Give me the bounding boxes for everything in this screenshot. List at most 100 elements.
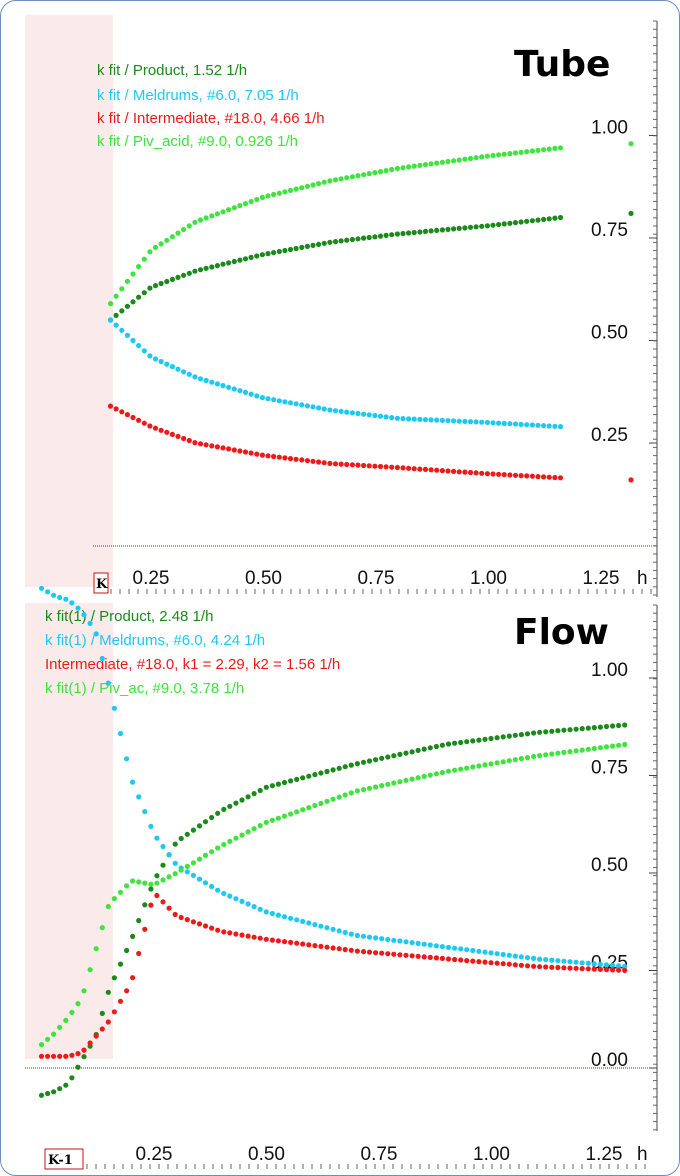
tube-series-3-point [119, 409, 125, 415]
flow-series-1-point [476, 737, 482, 743]
svg-text:K: K [96, 577, 108, 592]
flow-y-tick-label: 0.50 [591, 855, 628, 876]
flow-series-2-point [245, 901, 251, 907]
tube-series-4-point [557, 145, 564, 151]
flow-series-3-point [537, 964, 543, 970]
tube-series-4-point [287, 187, 294, 193]
flow-series-2-point [63, 596, 69, 602]
tube-series-1-point [445, 226, 451, 232]
tube-series-1-point [479, 223, 485, 229]
tube-series-3-point [164, 429, 170, 435]
tube-series-1-point [496, 221, 502, 228]
tube-series-3-point [147, 423, 153, 429]
tube-series-2-point [338, 408, 344, 414]
flow-series-3-point [178, 914, 184, 921]
flow-series-3-point [336, 946, 342, 952]
flow-series-2-point [573, 959, 579, 965]
tube-series-1-point [417, 229, 423, 235]
flow-series-4-point [209, 849, 215, 855]
flow-series-4-point [470, 764, 476, 770]
tube-series-4-point [181, 226, 187, 233]
flow-series-2-point [524, 955, 531, 961]
tube-series-2-point [124, 332, 130, 338]
tube-legend-meldrums: k fit / Meldrums, #6.0, 7.05 1/h [97, 87, 299, 104]
flow-series-3-point [421, 954, 427, 960]
tube-series-4-point [197, 217, 204, 223]
tube-series-3-point [445, 468, 451, 474]
tube-series-2-point [332, 408, 339, 414]
tube-series-2-point [265, 396, 271, 402]
flow-series-2-point [93, 631, 99, 637]
tube-series-4-point [377, 169, 384, 175]
tube-series-2-point [169, 364, 175, 370]
tube-series-2-point [276, 398, 282, 404]
flow-series-2-point [488, 950, 494, 956]
flow-series-4-point [93, 946, 99, 952]
tube-series-4-point [389, 166, 395, 173]
flow-series-2-point [433, 943, 439, 949]
tube-series-1-point [383, 232, 389, 238]
flow-series-3-point [281, 939, 288, 945]
tube-series-4-point [529, 148, 536, 154]
flow-series-4-point [524, 755, 531, 761]
flow-series-1-point [38, 1092, 45, 1098]
flow-series-3-point [452, 956, 458, 963]
flow-series-1-point [330, 767, 336, 773]
tube-series-2-point [113, 322, 119, 328]
tube-series-3-point [383, 464, 389, 470]
tube-series-3-point [214, 444, 220, 450]
tube-series-2-point [181, 369, 187, 375]
flow-series-3-point [610, 967, 616, 973]
flow-series-4-point [591, 745, 597, 752]
flow-series-2-point [458, 946, 464, 952]
tube-series-3-point [557, 475, 564, 481]
flow-series-1-point [597, 724, 604, 730]
flow-series-3-point [148, 902, 154, 908]
tube-series-4-point [321, 179, 327, 185]
tube-series-4-point [372, 170, 378, 176]
tube-series-1-point [524, 218, 530, 224]
tube-series-1-point [242, 256, 249, 262]
flow-series-3-point [57, 1053, 63, 1059]
tube-series-4-point [141, 256, 147, 262]
tube-series-3-point [248, 450, 254, 456]
tube-series-3-point [226, 446, 232, 452]
flow-series-2-point [300, 918, 306, 925]
flow-series-1-point [300, 775, 306, 781]
flow-series-4-point [45, 1036, 51, 1042]
tube-series-1-point [355, 236, 361, 242]
flow-series-3-point [567, 965, 573, 971]
tube-series-1-point [332, 239, 339, 245]
tube-series-2-point [175, 366, 181, 372]
flow-series-2-point [537, 956, 543, 962]
flow-series-2-point [494, 951, 500, 957]
flow-series-4-point [500, 759, 506, 765]
tube-series-1-point [484, 223, 490, 229]
flow-series-4-point [87, 967, 93, 973]
flow-series-4-point [488, 761, 494, 767]
tube-series-4-point [406, 164, 412, 170]
flow-series-3-point [561, 965, 567, 971]
tube-series-2-point [383, 414, 389, 420]
tube-series-1-point [546, 216, 552, 222]
flow-series-3-point [288, 939, 294, 946]
tube-series-2-point [164, 361, 170, 367]
tube-series-1-point [411, 229, 417, 236]
flow-series-4-point [336, 794, 342, 800]
flow-series-4-point [433, 771, 439, 777]
flow-series-3-point [458, 957, 464, 963]
flow-series-2-point [518, 954, 525, 960]
flow-series-1-point [500, 734, 506, 740]
tube-series-1-point [552, 215, 558, 221]
flow-series-1-point [221, 806, 227, 813]
flow-series-1-point [549, 728, 555, 734]
tube-series-3-point [467, 469, 474, 476]
flow-series-3-point [464, 958, 470, 964]
flow-series-1-point [245, 794, 251, 800]
tube-series-2-point [209, 379, 215, 385]
flow-series-3-point [130, 975, 136, 981]
tube-series-1-point [181, 272, 187, 278]
flow-series-2-point [373, 935, 379, 941]
flow-series-4-point [227, 838, 233, 845]
flow-series-2-point [57, 594, 63, 601]
